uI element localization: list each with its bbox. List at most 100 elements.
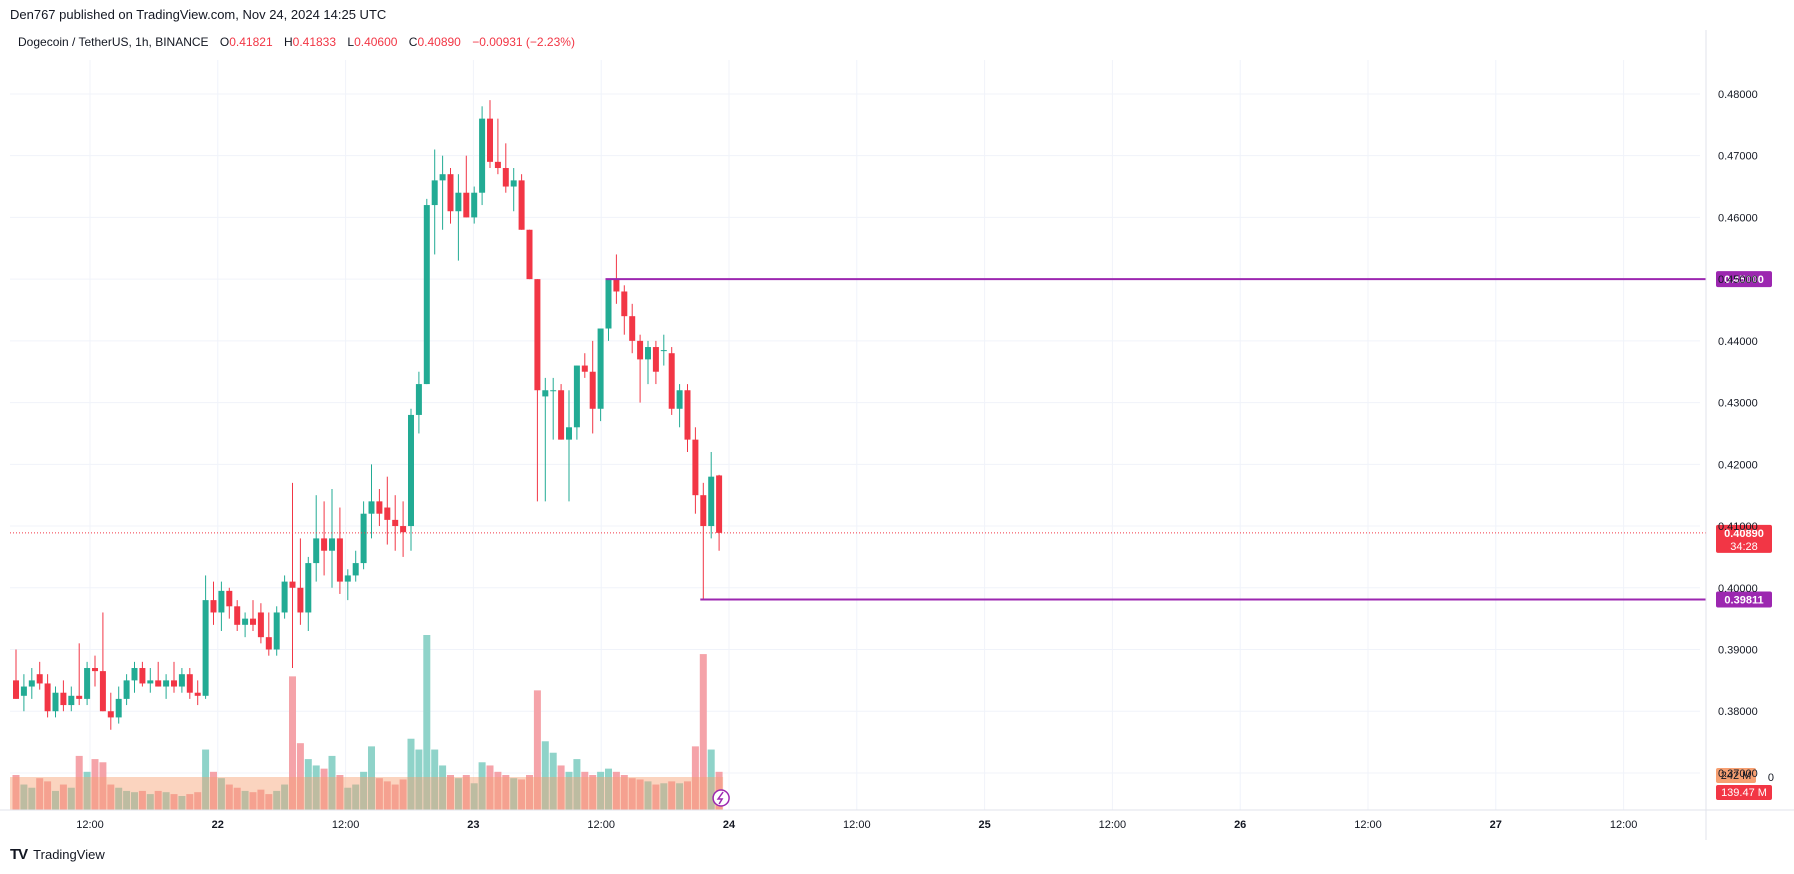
candle-body — [163, 680, 170, 687]
open-label: O — [219, 35, 230, 49]
symbol-title[interactable]: Dogecoin / TetherUS, 1h, BINANCE — [18, 35, 209, 49]
volume-bar — [447, 775, 454, 810]
volume-bar — [52, 790, 59, 810]
candle-body — [171, 680, 177, 687]
volume-bar — [344, 787, 352, 810]
candle-body — [581, 365, 588, 372]
candle-body — [76, 695, 83, 699]
candle-body — [708, 476, 715, 527]
high-label: H — [283, 35, 293, 49]
volume-bar — [146, 794, 154, 810]
volume-bar — [241, 790, 249, 810]
volume-bar — [162, 792, 170, 810]
level-label: 0.45000 — [1724, 274, 1764, 286]
volume-bar — [44, 781, 52, 810]
volume-bar — [336, 775, 344, 810]
volume-bar — [154, 790, 162, 810]
volume-bar — [12, 775, 20, 810]
candle-body — [84, 668, 91, 699]
volume-bar — [20, 784, 28, 810]
price-tick-label: 0.43000 — [1718, 398, 1758, 410]
candle-body — [13, 680, 19, 699]
low-value: 0.40600 — [354, 35, 398, 49]
volume-bar — [83, 771, 91, 810]
volume-bar — [194, 792, 202, 810]
candle-body — [700, 495, 707, 527]
volume-bar — [644, 781, 652, 810]
candle-body — [621, 291, 628, 317]
candle-body — [368, 501, 375, 514]
candle-body — [313, 538, 320, 564]
volume-bar — [67, 787, 75, 810]
volume-bar — [170, 794, 178, 810]
candle-body — [289, 581, 296, 588]
time-tick-label: 25 — [978, 819, 990, 831]
volume-bar — [210, 771, 217, 810]
volume-bar — [257, 789, 265, 810]
price-tick-label: 0.47000 — [1718, 151, 1758, 163]
volume-bars — [12, 635, 723, 810]
candle-body — [510, 180, 517, 187]
volume-bar — [549, 752, 557, 810]
volume-bar — [399, 779, 407, 810]
volume-bar — [478, 762, 486, 810]
close-value: 0.40890 — [417, 35, 461, 49]
candle-body — [597, 328, 604, 409]
volume-bar — [462, 775, 470, 810]
lightning-icon-bolt — [716, 791, 724, 805]
volume-bar — [510, 778, 518, 810]
volume-bar — [304, 759, 312, 810]
price-tick-label: 0.46000 — [1718, 212, 1758, 224]
volume-bar — [573, 759, 581, 810]
candle-body — [526, 229, 533, 280]
volume-bar — [597, 771, 605, 810]
brand-name[interactable]: TradingView — [33, 847, 105, 862]
candle-body — [115, 698, 122, 718]
volume-bar — [691, 746, 699, 810]
volume-bar — [533, 690, 541, 810]
candle-body — [408, 414, 414, 527]
time-tick-label: 12:00 — [1099, 819, 1127, 831]
price-tick-label: 0.39000 — [1718, 645, 1758, 657]
candle-body — [107, 711, 114, 718]
price-tick-label: 0.48000 — [1718, 89, 1758, 101]
candle-body — [273, 612, 280, 650]
time-tick-label: 27 — [1490, 819, 1502, 831]
volume-last-label-bg — [1716, 785, 1772, 800]
volume-bar — [407, 738, 415, 810]
volume-bar — [131, 792, 138, 810]
candle-body — [226, 590, 233, 607]
candle-body — [668, 353, 675, 409]
volume-bar — [383, 781, 391, 810]
candle-body — [471, 192, 478, 218]
candle-body — [28, 680, 35, 687]
volume-bar — [526, 775, 533, 810]
volume-bar — [273, 790, 281, 810]
candle-body — [60, 692, 67, 706]
volume-bar — [415, 749, 423, 810]
volume-bar — [75, 755, 83, 810]
volume-bar — [99, 762, 107, 810]
volume-bar — [296, 743, 304, 810]
tradingview-logo-icon[interactable]: TV — [10, 846, 28, 863]
candle-body — [415, 384, 422, 415]
volume-bar — [138, 790, 146, 810]
time-tick-label: 12:00 — [76, 819, 104, 831]
volume-bar — [684, 781, 691, 810]
candle-body — [68, 695, 75, 706]
volume-bar — [707, 749, 715, 810]
volume-bar — [676, 783, 684, 810]
volume-bar — [320, 768, 328, 810]
candle-body — [613, 279, 620, 292]
high-value: 0.41833 — [292, 35, 337, 49]
candle-body — [463, 192, 470, 218]
volume-ma-label-bg — [1716, 768, 1756, 783]
time-tick-label: 22 — [212, 819, 224, 831]
volume-bar — [186, 794, 194, 810]
time-tick-label: 12:00 — [332, 819, 360, 831]
candle-body — [92, 668, 98, 672]
candle-body — [660, 350, 667, 352]
candle-body — [566, 427, 572, 440]
